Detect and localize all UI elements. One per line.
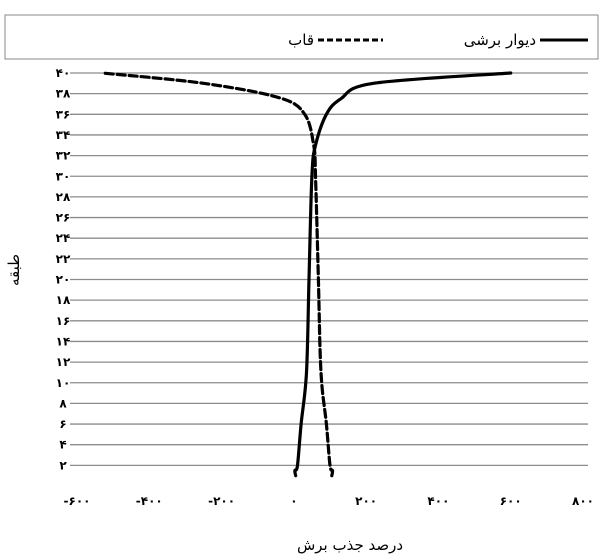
- y-tick-label: ۸: [59, 396, 67, 410]
- x-tick-label: ۸۰۰: [572, 494, 594, 508]
- y-tick-label: ۴: [59, 438, 66, 452]
- x-tick-label: ۲۰۰: [355, 494, 377, 508]
- y-tick-label: ۱۴: [56, 334, 71, 348]
- x-tick-label: ۶۰۰: [500, 494, 522, 508]
- y-axis-label: طبقه: [5, 254, 23, 286]
- x-axis-ticks: -۶۰۰ -۴۰۰ -۲۰۰ ۰ ۲۰۰ ۴۰۰ ۶۰۰ ۸۰۰: [64, 494, 594, 508]
- legend-box: [4, 14, 599, 60]
- legend: دیوار برشی قاب: [288, 31, 588, 49]
- y-tick-label: ۲: [59, 458, 67, 472]
- y-tick-label: ۴۰: [56, 66, 71, 80]
- x-tick-label: ۴۰۰: [427, 494, 449, 508]
- y-tick-label: ۲۲: [56, 252, 71, 266]
- y-tick-label: ۳۶: [56, 107, 71, 121]
- y-tick-label: ۲۰: [56, 273, 71, 287]
- y-tick-label: ۲۴: [56, 231, 71, 245]
- x-tick-label: -۴۰۰: [136, 494, 163, 508]
- y-tick-label: ۱۰: [56, 376, 71, 390]
- y-tick-label: ۲۶: [56, 211, 71, 225]
- y-tick-label: ۱۲: [56, 355, 71, 369]
- y-tick-label: ۱۸: [56, 293, 71, 307]
- y-tick-label: ۳۸: [56, 87, 71, 101]
- y-tick-label: ۳۰: [56, 169, 71, 183]
- x-tick-label: -۶۰۰: [64, 494, 91, 508]
- legend-label: قاب: [288, 31, 314, 49]
- y-tick-label: ۶: [59, 417, 66, 431]
- y-tick-label: ۱۶: [56, 314, 71, 328]
- y-tick-label: ۳۴: [56, 128, 71, 142]
- x-tick-label: -۲۰۰: [208, 494, 235, 508]
- series-line-shear-wall: [293, 71, 513, 478]
- grid-lines: [70, 72, 588, 467]
- y-tick-label: ۲۸: [56, 190, 71, 204]
- x-axis-label: درصد جذب برش: [297, 536, 403, 554]
- y-tick-label: ۳۲: [56, 149, 71, 163]
- legend-label: دیوار برشی: [464, 31, 536, 49]
- series-lines: [100, 71, 513, 478]
- x-tick-label: ۰: [290, 494, 297, 508]
- series-line-frame: [100, 71, 335, 478]
